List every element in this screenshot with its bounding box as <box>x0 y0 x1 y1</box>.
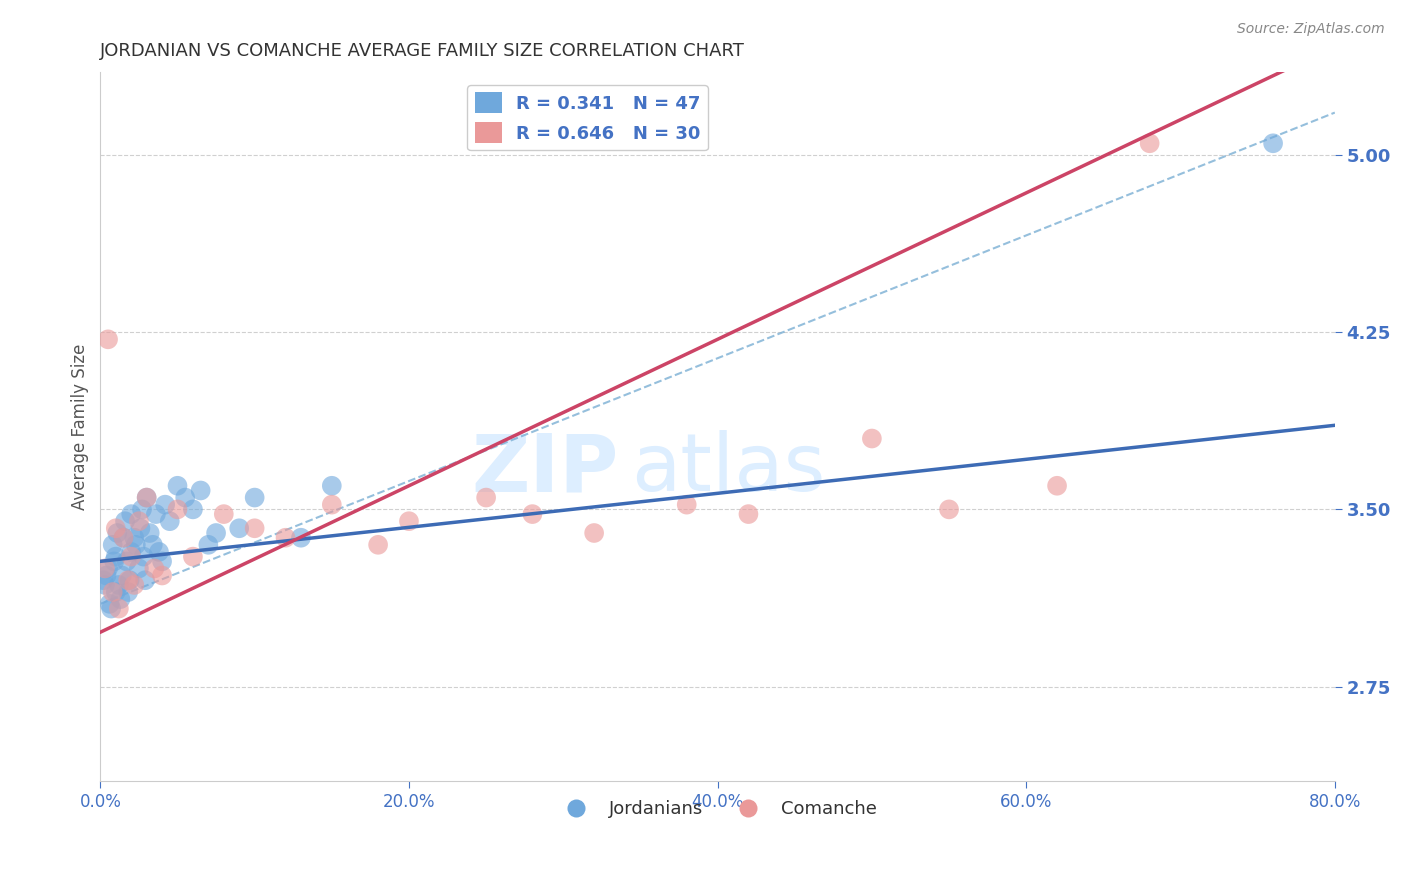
Point <box>94 561 117 575</box>
Text: atlas: atlas <box>631 430 825 508</box>
Point <box>243 491 266 505</box>
Point <box>197 538 219 552</box>
Point <box>105 526 128 541</box>
Y-axis label: Average Family Size: Average Family Size <box>72 343 89 510</box>
Point <box>675 498 697 512</box>
Point <box>101 585 124 599</box>
Point <box>138 526 160 541</box>
Text: ZIP: ZIP <box>471 430 619 508</box>
Point <box>120 549 142 564</box>
Point <box>97 561 120 575</box>
Point <box>583 526 606 541</box>
Point <box>150 554 173 568</box>
Point <box>181 549 204 564</box>
Point <box>212 507 235 521</box>
Point <box>120 507 142 521</box>
Point <box>117 573 139 587</box>
Point <box>104 549 127 564</box>
Point <box>117 585 139 599</box>
Point <box>118 573 141 587</box>
Point <box>860 432 883 446</box>
Point <box>94 578 117 592</box>
Point <box>110 592 132 607</box>
Text: Source: ZipAtlas.com: Source: ZipAtlas.com <box>1237 22 1385 37</box>
Point <box>159 514 181 528</box>
Point <box>145 507 167 521</box>
Point <box>120 545 142 559</box>
Point <box>128 561 150 575</box>
Point <box>181 502 204 516</box>
Point <box>103 554 125 568</box>
Point <box>737 507 759 521</box>
Point <box>132 549 155 564</box>
Point <box>108 578 131 592</box>
Point <box>153 498 176 512</box>
Point <box>174 491 197 505</box>
Point <box>108 601 131 615</box>
Point <box>115 554 138 568</box>
Point <box>112 531 135 545</box>
Point <box>93 573 115 587</box>
Point <box>475 491 498 505</box>
Point <box>1139 136 1161 151</box>
Point <box>938 502 960 516</box>
Point <box>104 585 127 599</box>
Point <box>321 498 343 512</box>
Point <box>135 491 157 505</box>
Point <box>321 479 343 493</box>
Point <box>228 521 250 535</box>
Point <box>98 597 121 611</box>
Point <box>243 521 266 535</box>
Point <box>129 521 152 535</box>
Point <box>104 521 127 535</box>
Point <box>134 573 156 587</box>
Point <box>135 491 157 505</box>
Point <box>1046 479 1069 493</box>
Point <box>128 514 150 528</box>
Point <box>1261 136 1284 151</box>
Point <box>112 531 135 545</box>
Point <box>148 545 170 559</box>
Point <box>100 601 122 615</box>
Point <box>367 538 389 552</box>
Point <box>142 538 165 552</box>
Point <box>205 526 228 541</box>
Point <box>124 531 146 545</box>
Point <box>96 568 118 582</box>
Point <box>274 531 297 545</box>
Point <box>124 578 146 592</box>
Point <box>398 514 420 528</box>
Point <box>125 538 148 552</box>
Text: JORDANIAN VS COMANCHE AVERAGE FAMILY SIZE CORRELATION CHART: JORDANIAN VS COMANCHE AVERAGE FAMILY SIZ… <box>100 42 745 60</box>
Point <box>114 514 136 528</box>
Point <box>522 507 544 521</box>
Point <box>190 483 212 498</box>
Point <box>143 561 166 575</box>
Point <box>166 479 188 493</box>
Point <box>131 502 153 516</box>
Point <box>111 568 134 582</box>
Point <box>166 502 188 516</box>
Point <box>101 538 124 552</box>
Point <box>150 568 173 582</box>
Point <box>97 332 120 346</box>
Legend: Jordanians, Comanche: Jordanians, Comanche <box>551 793 884 825</box>
Point <box>290 531 312 545</box>
